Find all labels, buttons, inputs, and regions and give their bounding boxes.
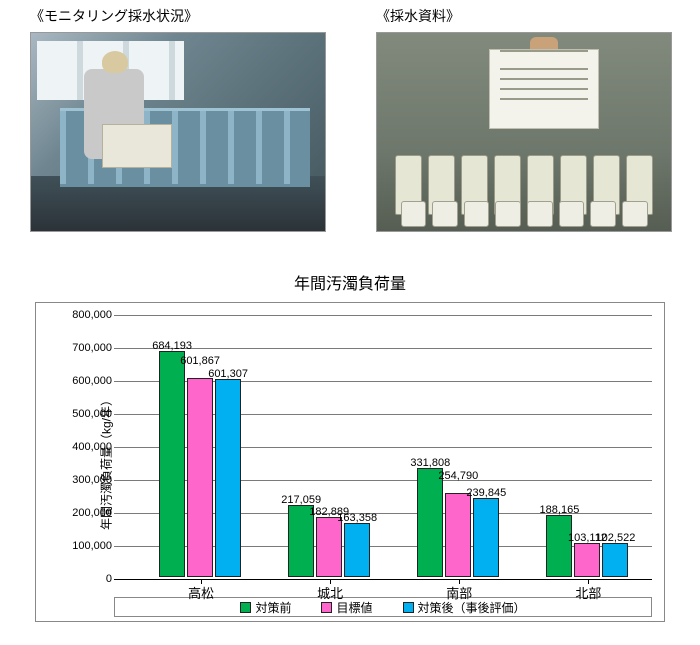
y-tick-label: 300,000 <box>52 474 112 486</box>
bar: 102,522 <box>602 543 628 577</box>
y-tick-label: 400,000 <box>52 441 112 453</box>
y-tick-label: 100,000 <box>52 540 112 552</box>
legend-swatch-icon <box>321 602 332 613</box>
bar: 103,112 <box>574 543 600 577</box>
sampling-materials-photo <box>376 32 672 232</box>
x-tickmark <box>201 579 202 584</box>
x-axis-baseline <box>114 579 652 580</box>
y-tick-label: 600,000 <box>52 375 112 387</box>
bar: 601,307 <box>215 379 241 577</box>
bar-group: 188,165103,112102,522 <box>546 515 628 577</box>
y-tick-label: 0 <box>52 573 112 585</box>
chart-box: 年間汚濁負荷量（kg/年） 684,193601,867601,307217,0… <box>35 302 665 622</box>
bar-value-label: 163,358 <box>337 512 377 524</box>
legend-swatch-icon <box>240 602 251 613</box>
gridline <box>114 315 652 316</box>
bar-value-label: 188,165 <box>540 504 580 516</box>
bar: 163,358 <box>344 523 370 577</box>
x-category-label: 高松 <box>188 583 214 602</box>
x-tickmark <box>330 579 331 584</box>
bar-value-label: 331,808 <box>410 457 450 469</box>
bar-value-label: 601,307 <box>208 368 248 380</box>
chart-title: 年間汚濁負荷量 <box>35 270 665 294</box>
x-category-label: 北部 <box>575 583 601 602</box>
bar: 601,867 <box>187 378 213 577</box>
plot-area: 684,193601,867601,307217,059182,889163,3… <box>114 315 652 577</box>
bar: 331,808 <box>417 468 443 577</box>
legend-label: 対策前 <box>255 599 291 616</box>
x-category-label: 城北 <box>317 583 343 602</box>
bar-value-label: 684,193 <box>152 340 192 352</box>
bar-value-label: 217,059 <box>281 494 321 506</box>
photo-block-left: 《モニタリング採水状況》 <box>30 6 326 232</box>
x-tickmark <box>588 579 589 584</box>
y-tick-label: 500,000 <box>52 408 112 420</box>
x-tickmark <box>459 579 460 584</box>
gridline <box>114 348 652 349</box>
y-tick-label: 800,000 <box>52 309 112 321</box>
monitoring-sampling-photo <box>30 32 326 232</box>
bar-value-label: 239,845 <box>466 487 506 499</box>
y-tick-label: 200,000 <box>52 507 112 519</box>
bar: 684,193 <box>159 351 185 577</box>
bar: 182,889 <box>316 517 342 577</box>
y-tick-label: 700,000 <box>52 342 112 354</box>
bar-group: 684,193601,867601,307 <box>159 351 241 577</box>
bar-group: 331,808254,790239,845 <box>417 468 499 577</box>
bar: 239,845 <box>473 498 499 577</box>
photo-block-right: 《採水資料》 <box>376 6 672 232</box>
photo-caption-right: 《採水資料》 <box>376 6 672 26</box>
photo-caption-left: 《モニタリング採水状況》 <box>30 6 326 26</box>
chart-container: 年間汚濁負荷量 年間汚濁負荷量（kg/年） 684,193601,867601,… <box>35 270 665 622</box>
legend-item: 対策前 <box>240 599 291 616</box>
bar: 254,790 <box>445 493 471 577</box>
bar-group: 217,059182,889163,358 <box>288 505 370 577</box>
photo-row: 《モニタリング採水状況》 《採水資料》 <box>0 0 700 232</box>
bar-value-label: 254,790 <box>438 470 478 482</box>
x-category-label: 南部 <box>446 583 472 602</box>
bar: 188,165 <box>546 515 572 577</box>
bar-value-label: 601,867 <box>180 355 220 367</box>
legend-swatch-icon <box>403 602 414 613</box>
bar-value-label: 102,522 <box>596 532 636 544</box>
